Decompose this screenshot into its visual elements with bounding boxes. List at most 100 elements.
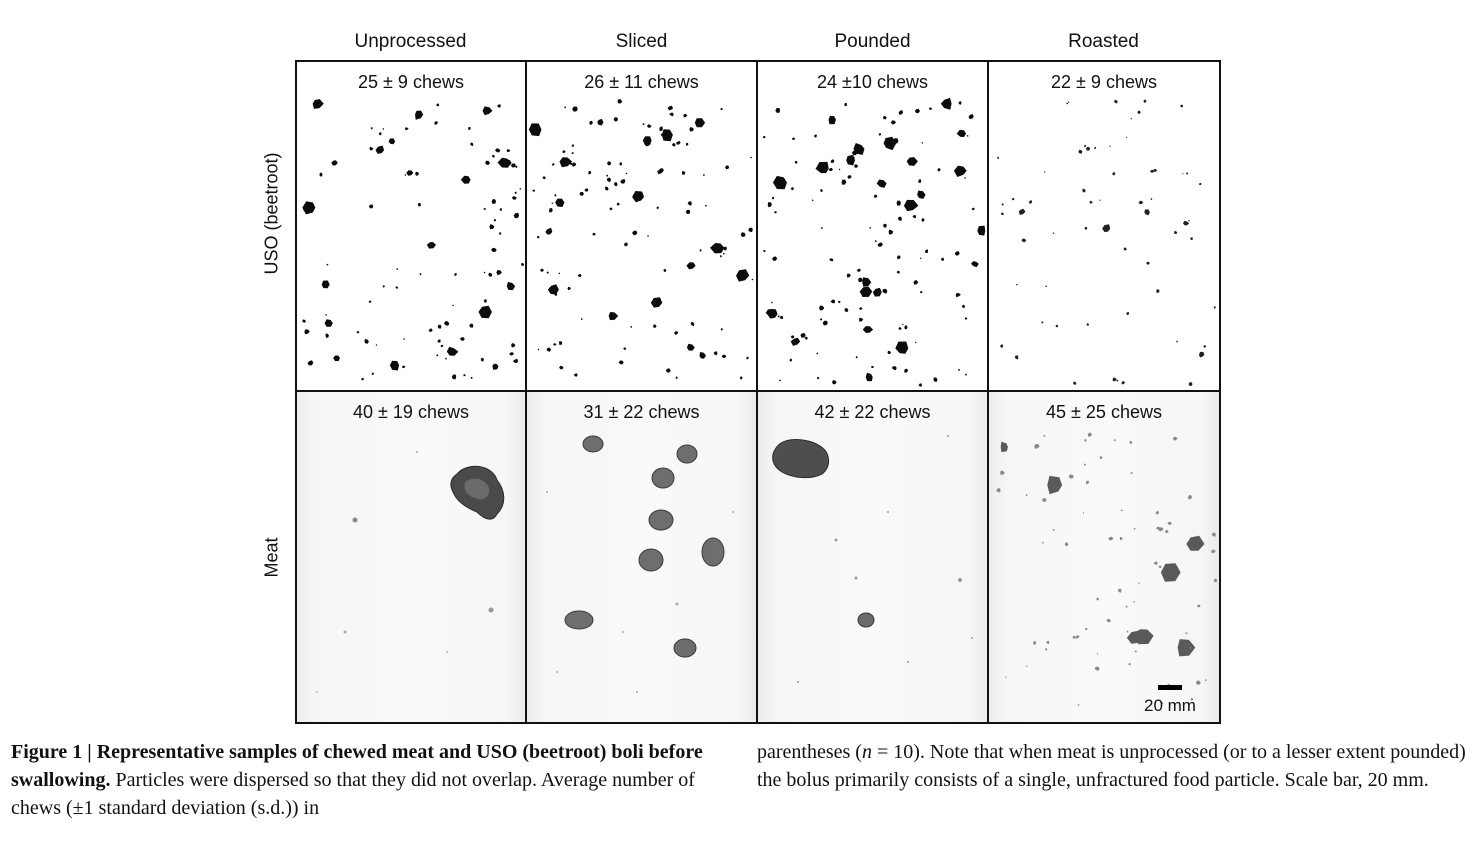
particle bbox=[642, 136, 652, 146]
particle bbox=[847, 175, 852, 179]
particle bbox=[558, 272, 561, 275]
particle bbox=[887, 350, 892, 354]
column-header-sliced: Sliced bbox=[615, 31, 668, 52]
particle bbox=[723, 246, 727, 251]
particle bbox=[690, 321, 695, 327]
figure-caption-n-variable: n bbox=[861, 741, 872, 763]
particle bbox=[896, 270, 900, 274]
particle bbox=[1128, 663, 1131, 666]
particle bbox=[858, 317, 864, 322]
particle bbox=[1041, 321, 1044, 324]
row-label-uso: USO (beetroot) bbox=[261, 152, 282, 275]
particle bbox=[964, 177, 966, 179]
particle bbox=[364, 339, 369, 344]
particle bbox=[1174, 231, 1178, 235]
panel-uso-pounded: 24 ±10 chews bbox=[756, 60, 989, 392]
particle bbox=[891, 366, 897, 371]
particle bbox=[537, 235, 540, 239]
particle bbox=[642, 123, 645, 126]
particle bbox=[369, 146, 374, 151]
particle bbox=[480, 357, 484, 362]
particle bbox=[452, 304, 455, 306]
particle bbox=[1072, 635, 1076, 639]
particle bbox=[1102, 224, 1111, 233]
particle bbox=[902, 323, 904, 325]
particle bbox=[859, 307, 863, 310]
chews-label: 31 ± 22 chews bbox=[583, 402, 700, 422]
particle bbox=[1144, 209, 1150, 216]
particle bbox=[608, 312, 619, 321]
particle bbox=[736, 269, 750, 282]
particle bbox=[883, 223, 887, 228]
panel-meat-unprocessed: 40 ± 19 chews bbox=[295, 390, 527, 724]
particle bbox=[830, 299, 836, 304]
particle bbox=[1126, 630, 1129, 633]
particle bbox=[451, 374, 457, 380]
particle bbox=[918, 383, 922, 387]
chews-label: 40 ± 19 chews bbox=[353, 402, 469, 422]
particle bbox=[814, 134, 817, 138]
particle bbox=[1195, 680, 1201, 685]
particle bbox=[956, 129, 967, 138]
scale-bar-label: 20 mm bbox=[1144, 696, 1196, 715]
particle bbox=[669, 112, 674, 117]
particle bbox=[562, 150, 566, 154]
particle bbox=[865, 372, 873, 382]
particle bbox=[855, 356, 858, 359]
particle bbox=[1089, 200, 1093, 204]
particle bbox=[488, 272, 493, 277]
particle bbox=[1052, 528, 1055, 531]
chews-label: 42 ± 22 chews bbox=[814, 402, 931, 422]
particle bbox=[699, 352, 706, 359]
particle bbox=[1125, 605, 1128, 608]
particle bbox=[816, 352, 819, 355]
particle bbox=[1064, 542, 1069, 547]
particle bbox=[1000, 344, 1004, 348]
particle bbox=[720, 328, 723, 331]
particle bbox=[750, 156, 752, 159]
particle bbox=[1188, 382, 1193, 386]
particle bbox=[977, 225, 986, 236]
particle bbox=[404, 127, 409, 131]
particle bbox=[1211, 549, 1216, 554]
particle bbox=[1205, 679, 1207, 681]
particle bbox=[882, 288, 888, 294]
particle bbox=[368, 300, 372, 303]
column-header-unprocessed: Unprocessed bbox=[354, 31, 467, 52]
particle bbox=[659, 126, 663, 132]
particles-image bbox=[528, 99, 754, 380]
particle bbox=[1001, 203, 1004, 206]
particle bbox=[559, 365, 564, 370]
particle bbox=[1186, 535, 1205, 551]
particle bbox=[1112, 377, 1117, 382]
particle bbox=[829, 258, 834, 262]
particle bbox=[681, 171, 686, 175]
particle bbox=[740, 376, 743, 380]
particle bbox=[971, 261, 979, 268]
particle bbox=[1190, 237, 1193, 241]
particle bbox=[560, 159, 564, 162]
particle bbox=[1046, 640, 1050, 645]
particle bbox=[302, 201, 316, 215]
particle bbox=[1125, 136, 1128, 138]
particle bbox=[361, 377, 364, 381]
particle bbox=[1073, 381, 1077, 385]
particle bbox=[689, 127, 694, 132]
particle bbox=[1153, 561, 1158, 565]
particle bbox=[1108, 536, 1114, 541]
particle bbox=[551, 202, 554, 204]
particle bbox=[584, 188, 589, 192]
particle bbox=[858, 277, 863, 283]
particle bbox=[904, 368, 908, 373]
particle bbox=[454, 272, 457, 276]
particle bbox=[1183, 220, 1190, 226]
particle bbox=[1117, 588, 1122, 593]
particle bbox=[811, 199, 814, 202]
particles-image bbox=[762, 97, 986, 387]
particle bbox=[1025, 665, 1028, 667]
particle bbox=[955, 293, 961, 298]
particle bbox=[846, 154, 855, 166]
particle bbox=[564, 106, 567, 109]
particle bbox=[470, 376, 473, 379]
particle bbox=[406, 170, 414, 176]
